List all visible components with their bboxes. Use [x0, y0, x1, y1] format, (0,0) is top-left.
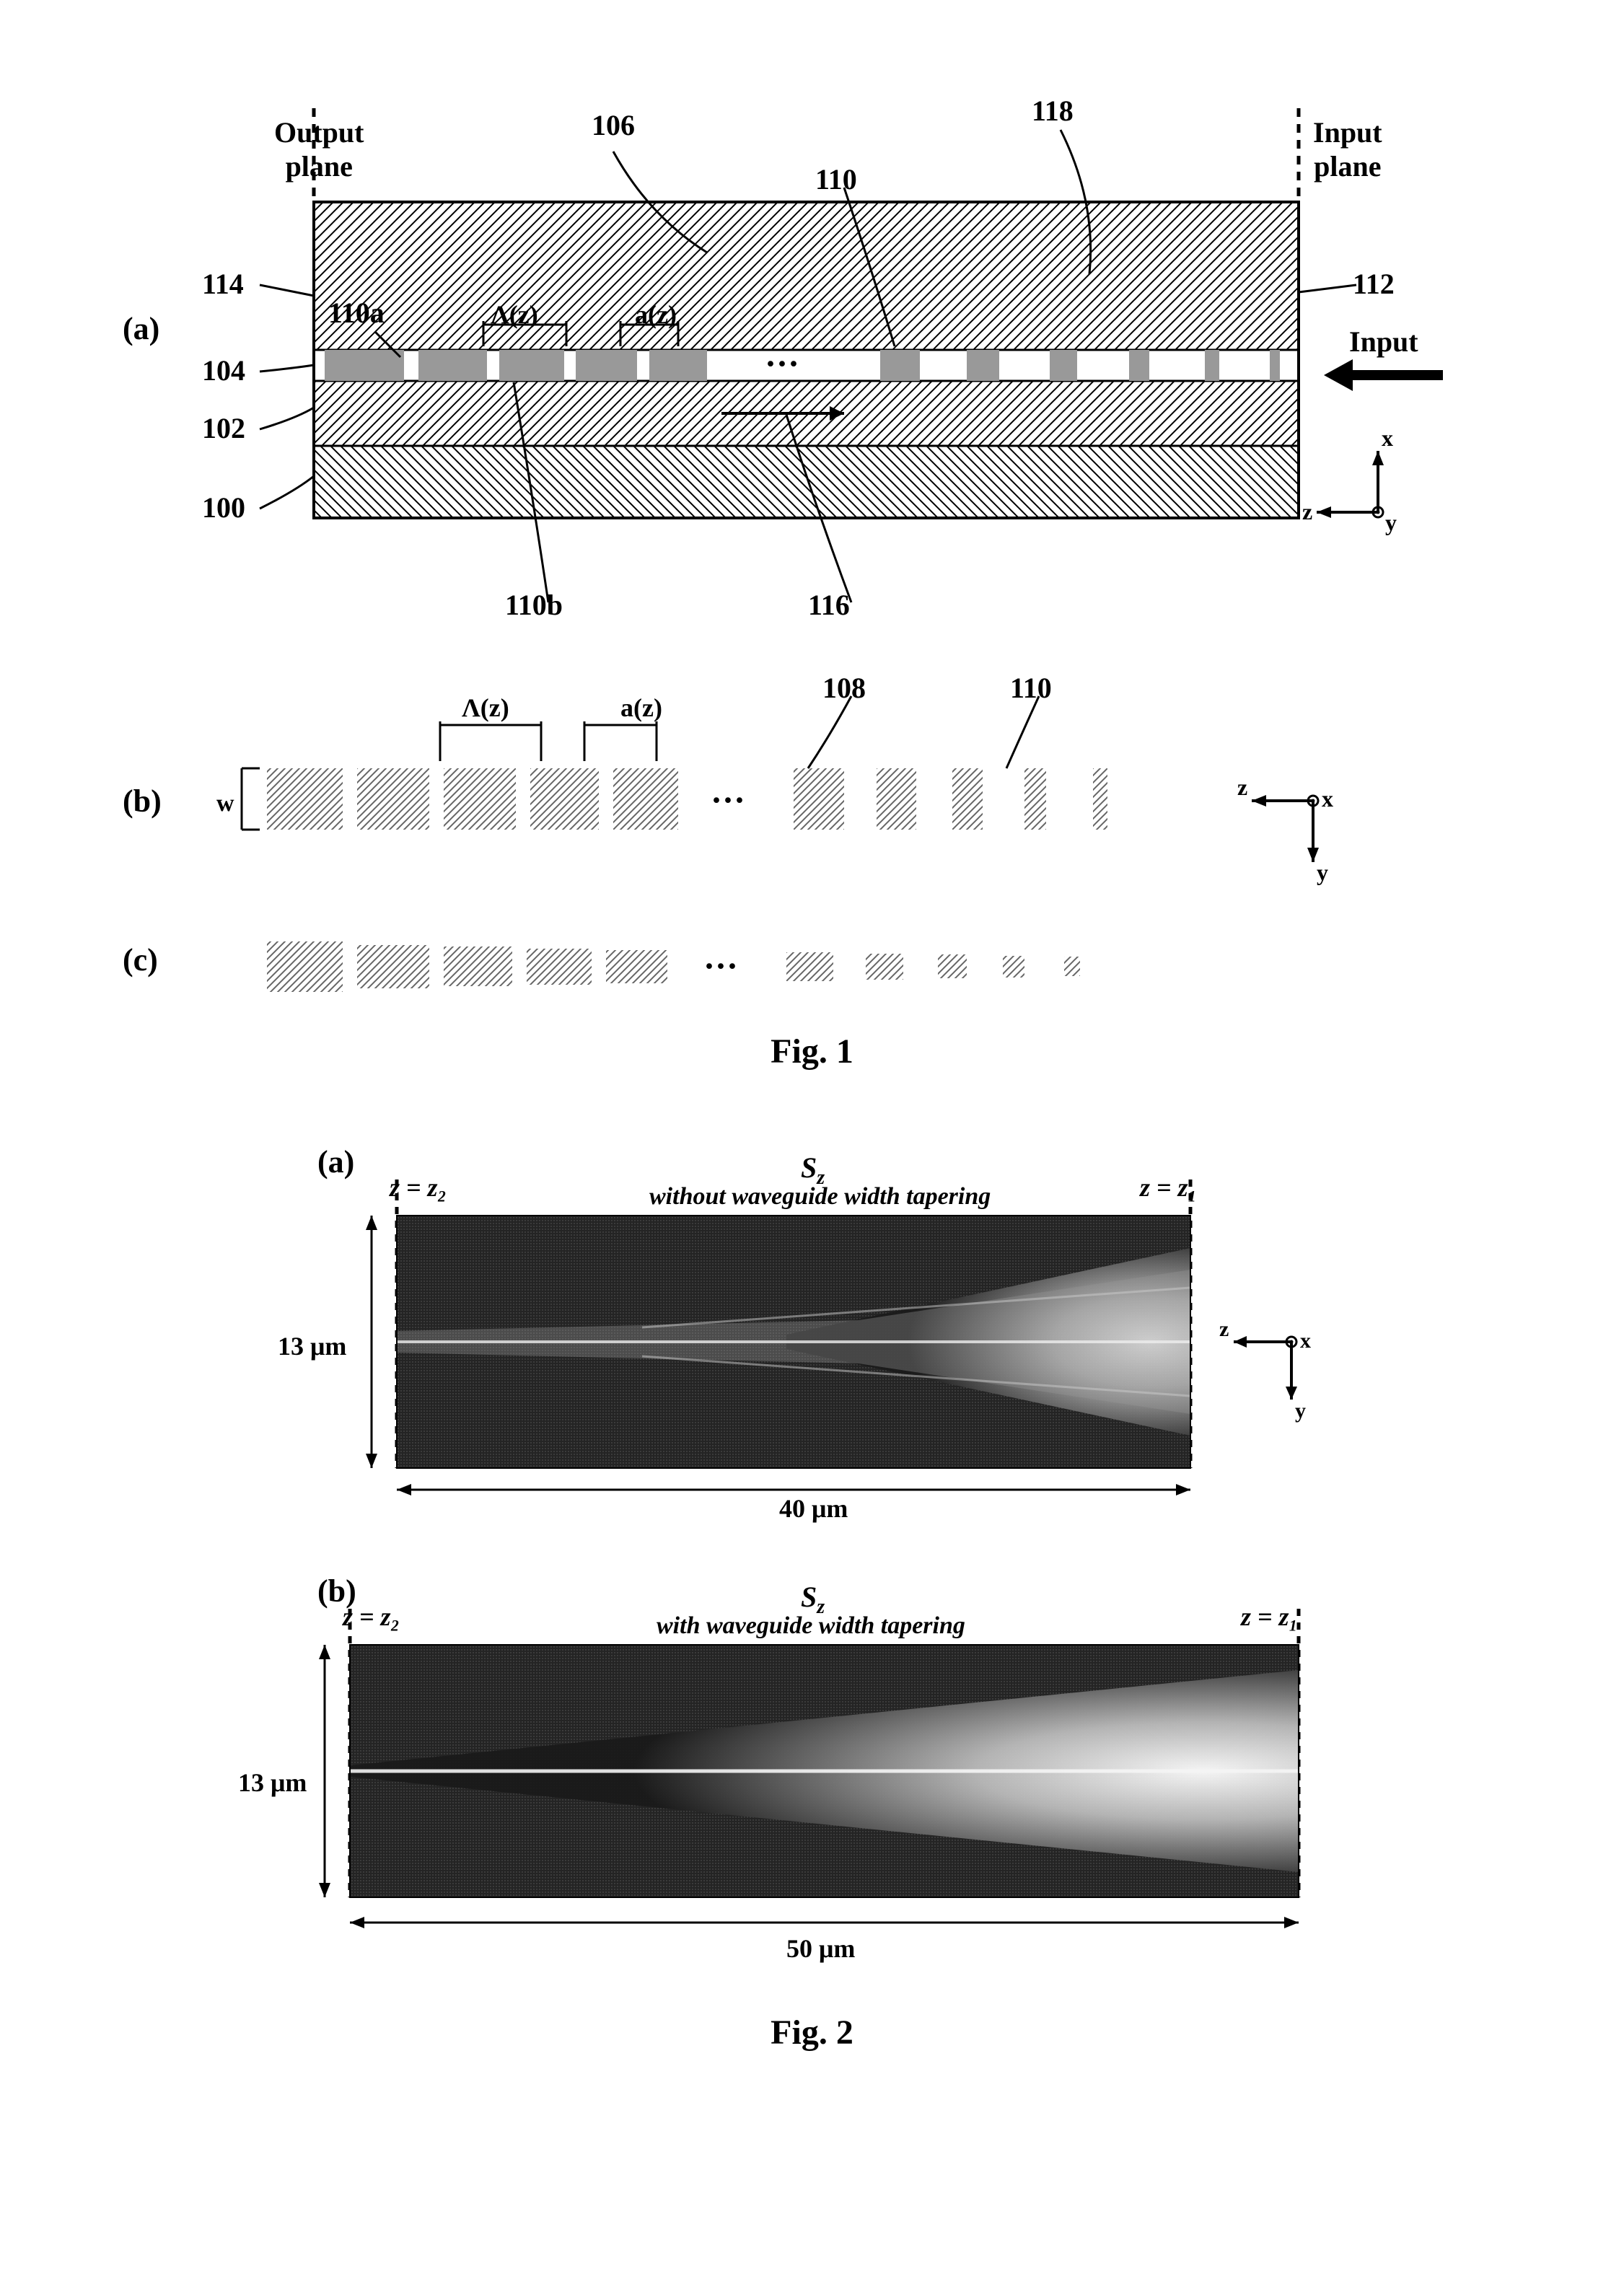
svg-text:···: ···: [703, 947, 738, 985]
fig2b-plot: [310, 1591, 1392, 1966]
fig1-panel-a-letter: (a): [123, 310, 159, 347]
svg-text:x: x: [1300, 1329, 1311, 1353]
svg-text:y: y: [1385, 509, 1397, 535]
fig1-caption: Fig. 1: [0, 1032, 1624, 1071]
svg-text:x: x: [1322, 786, 1333, 812]
fig2-caption: Fig. 2: [0, 2013, 1624, 2052]
svg-text:z: z: [1219, 1317, 1229, 1341]
fig2a-plot: x z y: [354, 1161, 1364, 1537]
fig2b-height: 13 μm: [238, 1767, 307, 1798]
callout-100: 100: [202, 491, 245, 524]
svg-text:z: z: [1237, 774, 1247, 800]
fig2a-height: 13 μm: [278, 1331, 346, 1361]
callout-102: 102: [202, 411, 245, 445]
axes-panel-a: x z y: [1302, 425, 1397, 535]
svg-text:···: ···: [711, 781, 745, 820]
fig1-panel-b-letter: (b): [123, 783, 162, 820]
svg-text:y: y: [1317, 859, 1328, 885]
fig1-panel-b-svg: ··· x z y: [231, 678, 1457, 895]
fig1-panel-c-letter: (c): [123, 941, 158, 978]
fig1-cross-section: ··· x z y: [245, 108, 1472, 628]
callout-104: 104: [202, 353, 245, 387]
svg-text:x: x: [1382, 425, 1393, 451]
svg-text:z: z: [1302, 498, 1312, 524]
fig2-panel-a-letter: (a): [317, 1143, 354, 1180]
callout-114: 114: [202, 267, 244, 301]
fig1-panel-c-svg: ···: [260, 931, 1270, 1017]
svg-text:y: y: [1295, 1399, 1306, 1423]
svg-text:···: ···: [765, 345, 799, 383]
